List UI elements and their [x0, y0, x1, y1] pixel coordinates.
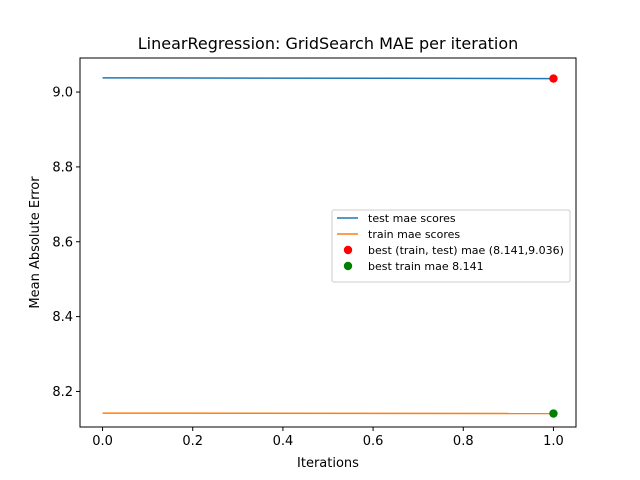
x-tick-label: 0.0: [92, 434, 113, 449]
legend-entry-label: best (train, test) mae (8.141,9.036): [368, 244, 564, 257]
chart-title: LinearRegression: GridSearch MAE per ite…: [138, 34, 519, 53]
x-axis: 0.0 0.2 0.4 0.6 0.8 1.0: [92, 427, 564, 449]
x-tick-label: 0.8: [453, 434, 474, 449]
y-tick-label: 8.2: [52, 385, 73, 400]
x-tick-label: 1.0: [543, 434, 564, 449]
series-line-0: [102, 77, 554, 80]
y-tick-label: 8.6: [52, 235, 73, 250]
legend: test mae scores train mae scores best (tra…: [331, 209, 571, 283]
legend-marker-swatch: [343, 261, 353, 271]
x-tick-label: 0.2: [182, 434, 203, 449]
y-tick-label: 8.4: [52, 310, 73, 325]
x-axis-label: Iterations: [297, 456, 359, 471]
y-axis-label: Mean Absolute Error: [28, 176, 43, 309]
legend-entry-label: train mae scores: [368, 228, 460, 241]
legend-entry-label: best train mae 8.141: [368, 260, 484, 273]
y-tick-label: 8.8: [52, 160, 73, 175]
x-tick-label: 0.4: [273, 434, 294, 449]
y-tick-label: 9.0: [52, 86, 73, 101]
axes-frame: [79, 57, 577, 428]
x-tick-label: 0.6: [363, 434, 384, 449]
series-layer: [102, 74, 558, 418]
y-axis: 8.2 8.4 8.6 8.8 9.0: [52, 86, 80, 400]
legend-marker-swatch: [343, 245, 353, 255]
series-point-3: [549, 409, 558, 418]
legend-box: [331, 209, 571, 283]
legend-entry-label: test mae scores: [368, 212, 456, 225]
series-point-2: [549, 74, 558, 83]
